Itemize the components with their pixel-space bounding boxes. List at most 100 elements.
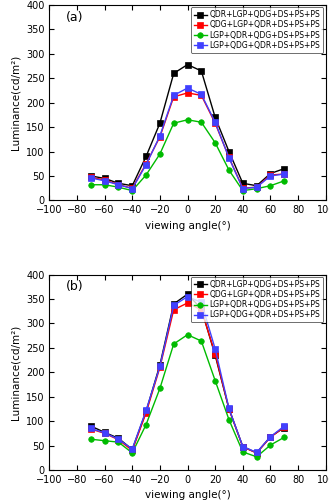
Text: (a): (a)	[66, 11, 84, 24]
QDG+LGP+QDR+DS+PS+PS	[186, 300, 190, 306]
LGP+QDR+QDG+DS+PS+PS	[268, 442, 272, 448]
QDG+LGP+QDR+DS+PS+PS	[130, 448, 134, 454]
QDG+LGP+QDR+DS+PS+PS	[282, 424, 286, 430]
LGP+QDR+QDG+DS+PS+PS	[282, 178, 286, 184]
QDG+LGP+QDR+DS+PS+PS	[213, 120, 217, 126]
QDR+LGP+QDG+DS+PS+PS	[282, 166, 286, 172]
LGP+QDG+QDR+DS+PS+PS	[268, 173, 272, 179]
QDR+LGP+QDG+DS+PS+PS	[213, 352, 217, 358]
QDR+LGP+QDG+DS+PS+PS	[268, 170, 272, 176]
LGP+QDG+QDR+DS+PS+PS	[186, 294, 190, 300]
LGP+QDG+QDR+DS+PS+PS	[213, 119, 217, 125]
QDG+LGP+QDR+DS+PS+PS	[103, 177, 107, 183]
LGP+QDR+QDG+DS+PS+PS	[116, 184, 120, 190]
LGP+QDG+QDR+DS+PS+PS	[144, 408, 148, 414]
Line: QDG+LGP+QDR+DS+PS+PS: QDG+LGP+QDR+DS+PS+PS	[88, 300, 287, 456]
QDR+LGP+QDG+DS+PS+PS	[144, 154, 148, 160]
QDG+LGP+QDR+DS+PS+PS	[241, 185, 245, 191]
Text: (b): (b)	[66, 280, 84, 293]
LGP+QDG+QDR+DS+PS+PS	[227, 155, 231, 161]
QDR+LGP+QDG+DS+PS+PS	[116, 436, 120, 442]
QDR+LGP+QDG+DS+PS+PS	[241, 180, 245, 186]
LGP+QDG+QDR+DS+PS+PS	[241, 186, 245, 192]
QDG+LGP+QDR+DS+PS+PS	[130, 185, 134, 191]
QDG+LGP+QDR+DS+PS+PS	[186, 90, 190, 96]
X-axis label: viewing angle(°): viewing angle(°)	[145, 221, 230, 231]
QDR+LGP+QDG+DS+PS+PS	[158, 362, 162, 368]
LGP+QDR+QDG+DS+PS+PS	[158, 151, 162, 157]
Line: LGP+QDR+QDG+DS+PS+PS: LGP+QDR+QDG+DS+PS+PS	[88, 117, 287, 194]
QDR+LGP+QDG+DS+PS+PS	[227, 406, 231, 412]
LGP+QDG+QDR+DS+PS+PS	[282, 171, 286, 177]
LGP+QDR+QDG+DS+PS+PS	[130, 450, 134, 456]
LGP+QDG+QDR+DS+PS+PS	[172, 302, 176, 308]
LGP+QDG+QDR+DS+PS+PS	[116, 182, 120, 188]
QDG+LGP+QDR+DS+PS+PS	[144, 410, 148, 416]
LGP+QDG+QDR+DS+PS+PS	[199, 92, 203, 98]
X-axis label: viewing angle(°): viewing angle(°)	[145, 490, 230, 500]
LGP+QDR+QDG+DS+PS+PS	[172, 341, 176, 347]
Line: QDR+LGP+QDG+DS+PS+PS: QDR+LGP+QDG+DS+PS+PS	[88, 62, 287, 188]
QDR+LGP+QDG+DS+PS+PS	[241, 444, 245, 450]
QDR+LGP+QDG+DS+PS+PS	[89, 423, 93, 429]
LGP+QDR+QDG+DS+PS+PS	[199, 338, 203, 344]
LGP+QDR+QDG+DS+PS+PS	[103, 182, 107, 188]
LGP+QDG+QDR+DS+PS+PS	[268, 434, 272, 440]
LGP+QDR+QDG+DS+PS+PS	[227, 416, 231, 422]
Line: LGP+QDG+QDR+DS+PS+PS: LGP+QDG+QDR+DS+PS+PS	[88, 294, 287, 455]
LGP+QDR+QDG+DS+PS+PS	[268, 182, 272, 188]
Y-axis label: Luminance(cd/m²): Luminance(cd/m²)	[10, 324, 20, 420]
LGP+QDG+QDR+DS+PS+PS	[89, 175, 93, 181]
LGP+QDR+QDG+DS+PS+PS	[144, 172, 148, 178]
Legend: QDR+LGP+QDG+DS+PS+PS, QDG+LGP+QDR+DS+PS+PS, LGP+QDR+QDG+DS+PS+PS, LGP+QDG+QDR+DS: QDR+LGP+QDG+DS+PS+PS, QDG+LGP+QDR+DS+PS+…	[190, 277, 323, 322]
LGP+QDG+QDR+DS+PS+PS	[255, 450, 259, 456]
QDR+LGP+QDG+DS+PS+PS	[255, 450, 259, 456]
QDR+LGP+QDG+DS+PS+PS	[186, 62, 190, 68]
LGP+QDG+QDR+DS+PS+PS	[116, 436, 120, 442]
LGP+QDR+QDG+DS+PS+PS	[103, 438, 107, 444]
QDR+LGP+QDG+DS+PS+PS	[268, 434, 272, 440]
QDR+LGP+QDG+DS+PS+PS	[103, 430, 107, 436]
QDG+LGP+QDR+DS+PS+PS	[227, 154, 231, 160]
QDG+LGP+QDR+DS+PS+PS	[158, 364, 162, 370]
LGP+QDG+QDR+DS+PS+PS	[158, 364, 162, 370]
LGP+QDR+QDG+DS+PS+PS	[144, 422, 148, 428]
QDG+LGP+QDR+DS+PS+PS	[116, 182, 120, 188]
LGP+QDG+QDR+DS+PS+PS	[103, 178, 107, 184]
QDG+LGP+QDR+DS+PS+PS	[268, 172, 272, 178]
QDR+LGP+QDG+DS+PS+PS	[186, 291, 190, 297]
QDG+LGP+QDR+DS+PS+PS	[213, 351, 217, 357]
LGP+QDG+QDR+DS+PS+PS	[241, 444, 245, 450]
LGP+QDR+QDG+DS+PS+PS	[282, 434, 286, 440]
QDR+LGP+QDG+DS+PS+PS	[158, 120, 162, 126]
LGP+QDG+QDR+DS+PS+PS	[255, 184, 259, 190]
LGP+QDR+QDG+DS+PS+PS	[89, 436, 93, 442]
QDG+LGP+QDR+DS+PS+PS	[158, 134, 162, 140]
QDG+LGP+QDR+DS+PS+PS	[255, 184, 259, 190]
QDG+LGP+QDR+DS+PS+PS	[144, 160, 148, 166]
QDR+LGP+QDG+DS+PS+PS	[282, 424, 286, 430]
LGP+QDR+QDG+DS+PS+PS	[158, 386, 162, 392]
QDG+LGP+QDR+DS+PS+PS	[241, 444, 245, 450]
QDG+LGP+QDR+DS+PS+PS	[268, 434, 272, 440]
LGP+QDG+QDR+DS+PS+PS	[282, 423, 286, 429]
LGP+QDG+QDR+DS+PS+PS	[213, 346, 217, 352]
QDG+LGP+QDR+DS+PS+PS	[103, 430, 107, 436]
LGP+QDR+QDG+DS+PS+PS	[186, 117, 190, 123]
QDG+LGP+QDR+DS+PS+PS	[255, 450, 259, 456]
QDR+LGP+QDG+DS+PS+PS	[103, 176, 107, 182]
LGP+QDR+QDG+DS+PS+PS	[130, 188, 134, 194]
QDR+LGP+QDG+DS+PS+PS	[130, 446, 134, 452]
LGP+QDR+QDG+DS+PS+PS	[241, 449, 245, 455]
LGP+QDG+QDR+DS+PS+PS	[144, 162, 148, 168]
LGP+QDR+QDG+DS+PS+PS	[172, 120, 176, 126]
QDR+LGP+QDG+DS+PS+PS	[172, 301, 176, 307]
Line: QDG+LGP+QDR+DS+PS+PS: QDG+LGP+QDR+DS+PS+PS	[88, 90, 287, 191]
LGP+QDG+QDR+DS+PS+PS	[130, 186, 134, 192]
Line: LGP+QDR+QDG+DS+PS+PS: LGP+QDR+QDG+DS+PS+PS	[88, 332, 287, 460]
LGP+QDG+QDR+DS+PS+PS	[186, 85, 190, 91]
LGP+QDG+QDR+DS+PS+PS	[172, 92, 176, 98]
QDR+LGP+QDG+DS+PS+PS	[172, 70, 176, 76]
LGP+QDR+QDG+DS+PS+PS	[213, 140, 217, 145]
QDR+LGP+QDG+DS+PS+PS	[255, 182, 259, 188]
